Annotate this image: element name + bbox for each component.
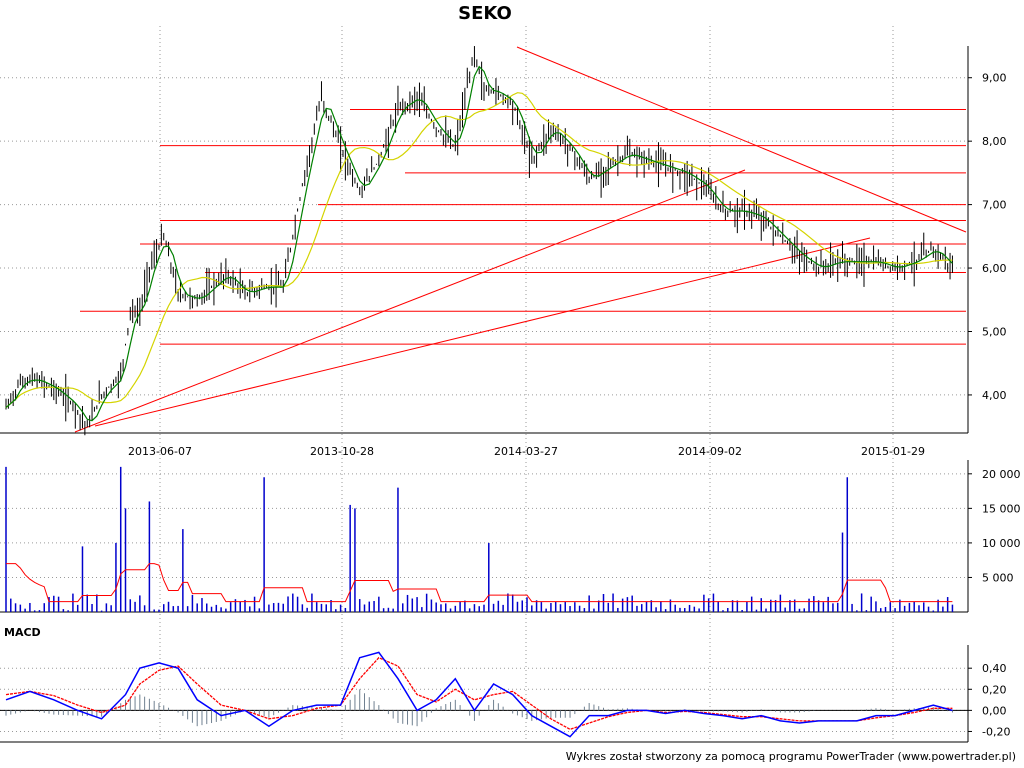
chart-title: SEKO bbox=[458, 3, 512, 24]
x-tick-label: 2013-10-28 bbox=[310, 445, 374, 458]
downtrend-line bbox=[516, 46, 967, 233]
uptrend-line bbox=[94, 237, 871, 427]
moving-average-short-line bbox=[5, 65, 953, 422]
volume-average-line bbox=[6, 563, 953, 603]
y-tick-label: 10 000 bbox=[982, 537, 1021, 550]
y-tick-label: 0,40 bbox=[982, 662, 1007, 675]
y-tick-label: 6,00 bbox=[982, 262, 1007, 275]
volume-panel: 5 000 10 000 15 000 20 000 bbox=[0, 460, 1021, 613]
macd-panel: MACD -0,20 0,00 0,20 0,40 bbox=[0, 626, 1010, 743]
y-tick-label: 8,00 bbox=[982, 135, 1007, 148]
moving-average-long-line bbox=[5, 92, 953, 409]
x-tick-label: 2014-03-27 bbox=[494, 445, 558, 458]
y-tick-label: 9,00 bbox=[982, 72, 1007, 85]
y-tick-label: 7,00 bbox=[982, 199, 1007, 212]
macd-label: MACD bbox=[4, 626, 41, 639]
uptrend-line bbox=[74, 169, 746, 433]
y-tick-label: -0,20 bbox=[982, 725, 1010, 738]
y-tick-label: 20 000 bbox=[982, 468, 1021, 481]
price-panel: 4,00 5,00 6,00 7,00 8,00 9,00 2013-06-07 2013-1… bbox=[0, 26, 1007, 742]
x-tick-label: 2013-06-07 bbox=[128, 445, 192, 458]
footer-credit: Wykres został stworzony za pomocą progra… bbox=[566, 750, 1016, 763]
y-tick-label: 0,20 bbox=[982, 683, 1007, 696]
y-tick-label: 15 000 bbox=[982, 502, 1021, 515]
y-tick-label: 5,00 bbox=[982, 325, 1007, 338]
y-tick-label: 0,00 bbox=[982, 704, 1007, 717]
x-tick-label: 2014-09-02 bbox=[678, 445, 742, 458]
macd-signal-line bbox=[5, 656, 953, 731]
x-tick-label: 2015-01-29 bbox=[861, 445, 925, 458]
y-tick-label: 5 000 bbox=[982, 571, 1014, 584]
y-tick-label: 4,00 bbox=[982, 389, 1007, 402]
macd-line bbox=[5, 651, 953, 738]
